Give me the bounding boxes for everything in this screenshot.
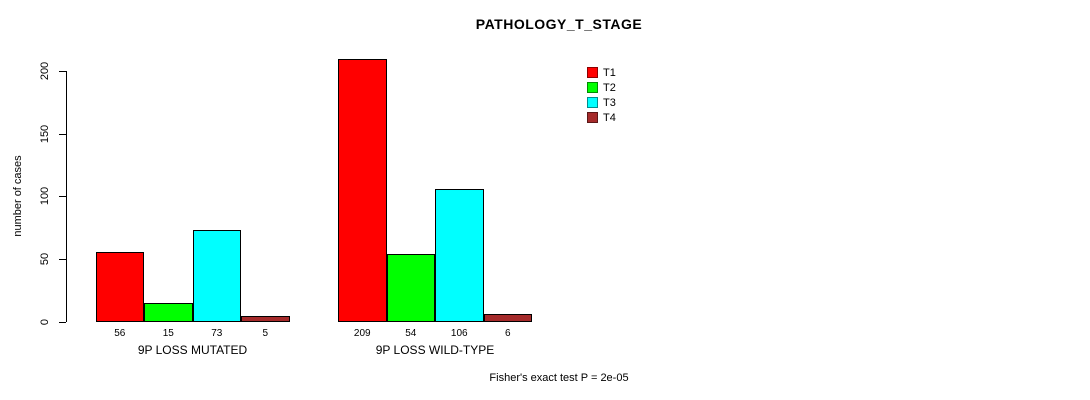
legend-swatch-t3 <box>587 97 598 108</box>
bar-value-label: 73 <box>211 328 223 339</box>
y-axis-tick <box>59 322 66 323</box>
y-axis-tick <box>59 133 66 135</box>
bar-t3-group2 <box>435 188 484 322</box>
fisher-test-annotation: Fisher's exact test P = 2e-05 <box>489 372 629 384</box>
legend-row-t2: T2 <box>587 80 616 95</box>
bar-value-label: 5 <box>262 328 269 339</box>
legend-row-t4: T4 <box>587 110 616 125</box>
bar-value-label: 15 <box>162 328 174 339</box>
legend-label: T1 <box>603 66 616 79</box>
y-axis-line <box>66 70 67 322</box>
legend-label: T4 <box>603 111 616 124</box>
category-label: 9P LOSS MUTATED <box>137 343 248 357</box>
bar-value-label: 54 <box>405 328 417 339</box>
bar-value-label: 106 <box>450 328 468 339</box>
bar-value-label: 209 <box>353 328 371 339</box>
bar-t2-group2 <box>386 254 435 322</box>
legend-row-t1: T1 <box>587 65 616 80</box>
bar-t4-group1 <box>241 315 290 322</box>
legend-label: T2 <box>603 81 616 94</box>
y-axis-tick <box>59 70 66 72</box>
category-label: 9P LOSS WILD-TYPE <box>375 343 495 357</box>
y-axis-tick-label: 100 <box>39 187 51 206</box>
y-axis-tick-label: 200 <box>39 61 51 80</box>
y-axis-label: number of cases <box>12 155 24 237</box>
legend-swatch-t1 <box>587 67 598 78</box>
legend-swatch-t4 <box>587 112 598 123</box>
bar-value-label: 6 <box>504 328 511 339</box>
y-axis-tick <box>59 196 66 198</box>
legend-label: T3 <box>603 96 616 109</box>
legend-swatch-t2 <box>587 82 598 93</box>
bar-t4-group2 <box>483 314 532 322</box>
bar-t1-group1 <box>95 251 144 322</box>
bar-t3-group1 <box>192 230 241 322</box>
bar-value-label: 56 <box>114 328 126 339</box>
legend-row-t3: T3 <box>587 95 616 110</box>
legend: T1 T2 T3 T4 <box>587 65 616 125</box>
y-axis-tick <box>59 259 66 261</box>
bar-t2-group1 <box>144 303 193 322</box>
bar-t1-group2 <box>338 59 387 322</box>
y-axis-tick-label: 50 <box>39 253 51 266</box>
y-axis-tick-label: 0 <box>39 318 51 326</box>
y-axis-tick-label: 150 <box>39 124 51 143</box>
chart-title: PATHOLOGY_T_STAGE <box>475 16 643 32</box>
